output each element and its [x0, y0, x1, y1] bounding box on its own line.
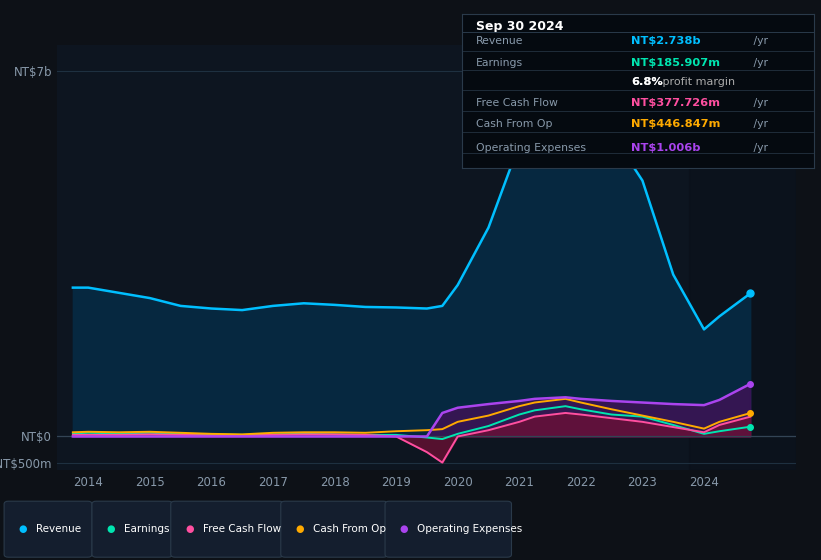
Text: Operating Expenses: Operating Expenses: [476, 143, 586, 152]
Text: /yr: /yr: [750, 143, 768, 152]
Text: Revenue: Revenue: [36, 524, 81, 534]
Text: NT$185.907m: NT$185.907m: [631, 58, 720, 68]
Text: /yr: /yr: [750, 36, 768, 46]
Text: Free Cash Flow: Free Cash Flow: [203, 524, 281, 534]
Text: NT$446.847m: NT$446.847m: [631, 119, 720, 129]
Text: Earnings: Earnings: [476, 58, 524, 68]
Text: NT$377.726m: NT$377.726m: [631, 98, 720, 108]
Text: Free Cash Flow: Free Cash Flow: [476, 98, 558, 108]
Text: ●: ●: [400, 524, 408, 534]
Text: Revenue: Revenue: [476, 36, 524, 46]
Text: NT$1.006b: NT$1.006b: [631, 143, 700, 152]
Text: profit margin: profit margin: [659, 77, 735, 87]
Text: 6.8%: 6.8%: [631, 77, 663, 87]
Text: NT$2.738b: NT$2.738b: [631, 36, 700, 46]
Text: 6.8%: 6.8%: [631, 77, 663, 87]
Text: ●: ●: [296, 524, 304, 534]
Text: ●: ●: [186, 524, 194, 534]
Text: /yr: /yr: [750, 98, 768, 108]
Text: /yr: /yr: [750, 58, 768, 68]
Text: ●: ●: [107, 524, 115, 534]
Text: Cash From Op: Cash From Op: [476, 119, 553, 129]
Text: Cash From Op: Cash From Op: [313, 524, 386, 534]
Text: /yr: /yr: [750, 119, 768, 129]
Text: Operating Expenses: Operating Expenses: [417, 524, 522, 534]
Text: ●: ●: [19, 524, 27, 534]
Text: Earnings: Earnings: [124, 524, 169, 534]
Bar: [689, 45, 796, 470]
Text: Sep 30 2024: Sep 30 2024: [476, 20, 564, 33]
